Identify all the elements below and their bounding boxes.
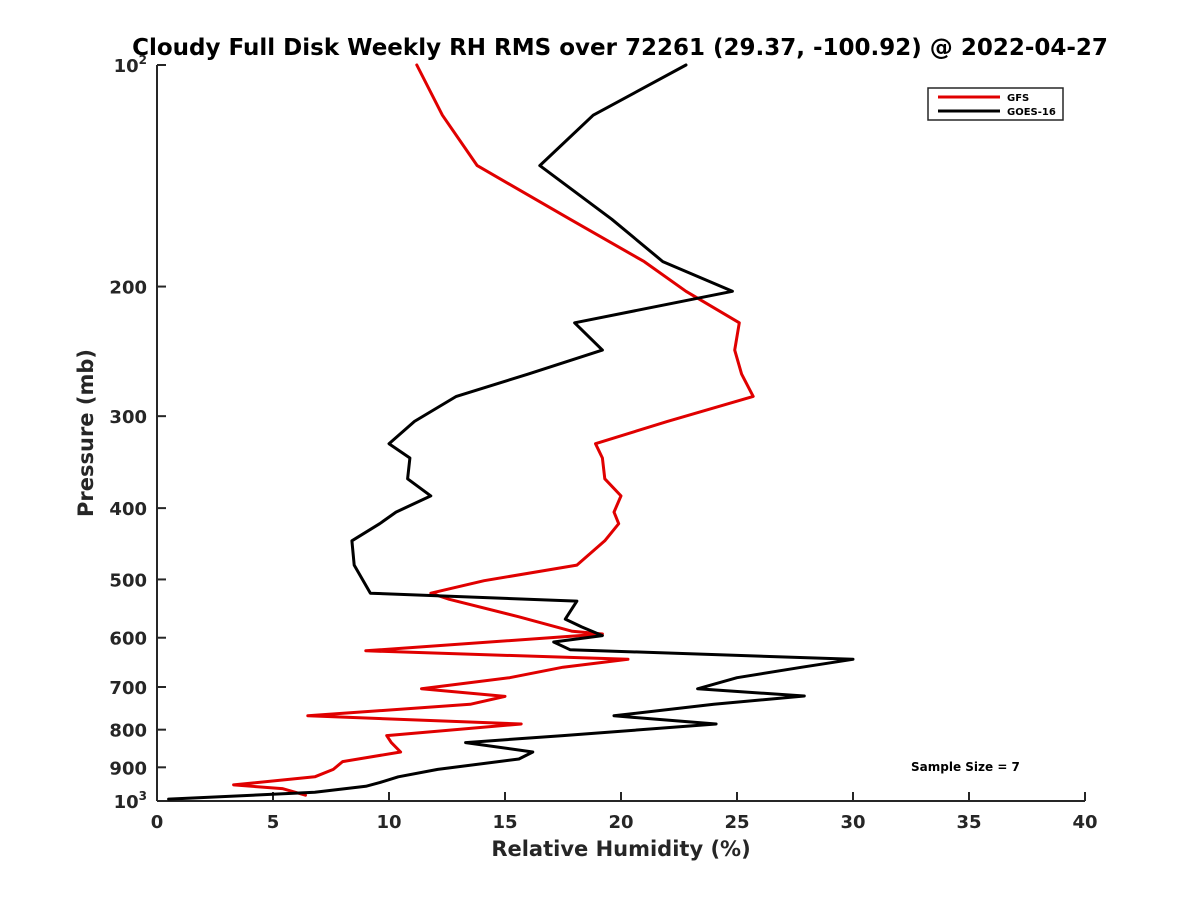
series-lines [167,63,855,801]
y-tick-base: 10 [114,792,139,813]
y-tick-label: 200 [109,278,147,299]
y-tick-label: 900 [109,758,147,779]
x-tick-label: 10 [376,812,401,833]
y-tick-label: 800 [109,721,147,742]
x-axis-ticks: 0 5 10 15 20 25 30 35 40 [151,792,1098,833]
y-tick-label: 400 [109,499,147,520]
y-tick-label: 103 [114,789,147,813]
y-tick-base: 10 [114,56,139,77]
sample-size-annotation: Sample Size = 7 [911,760,1020,774]
series-line-gfs [232,63,755,797]
x-tick-label: 30 [840,812,865,833]
legend-label: GOES-16 [1007,107,1056,118]
x-tick-label: 20 [608,812,633,833]
y-tick-label: 600 [109,629,147,650]
x-tick-label: 25 [724,812,749,833]
y-tick-label: 300 [109,407,147,428]
y-tick-exponent: 2 [139,53,147,67]
y-tick-exponent: 3 [139,789,147,803]
series-line-goes-16 [167,63,855,801]
y-tick-label: 700 [109,678,147,699]
x-tick-label: 5 [267,812,280,833]
x-tick-label: 0 [151,812,164,833]
legend-box [927,87,1064,121]
x-tick-label: 35 [956,812,981,833]
chart-title: Cloudy Full Disk Weekly RH RMS over 7226… [132,35,1108,61]
legend: GFS GOES-16 [927,87,1064,121]
y-tick-label: 500 [109,570,147,591]
plot-area [156,65,1085,802]
legend-label: GFS [1007,93,1029,104]
y-tick-label: 102 [114,53,147,77]
x-axis-label: Relative Humidity (%) [491,837,750,861]
x-tick-label: 40 [1072,812,1097,833]
y-axis-label: Pressure (mb) [74,349,98,517]
x-tick-label: 15 [492,812,517,833]
